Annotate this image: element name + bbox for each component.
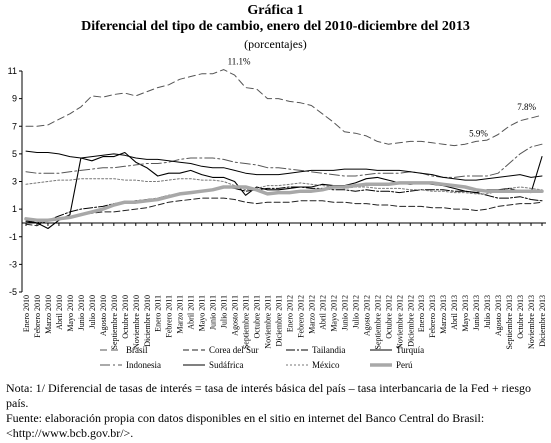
y-tick-label: 5 bbox=[12, 149, 17, 159]
x-tick-label: Enero 2013 bbox=[417, 295, 426, 332]
x-tick-label: Mayo 2011 bbox=[198, 295, 207, 331]
x-tick-label: Septiembre 2012 bbox=[373, 295, 382, 349]
x-tick-label: Junio 2012 bbox=[340, 295, 349, 330]
x-tick-label: Diciembre 2011 bbox=[275, 295, 284, 346]
legend-item: Tailandia bbox=[286, 345, 345, 355]
x-tick-label: Septiembre 2011 bbox=[242, 295, 251, 349]
x-tick-label: Diciembre 2012 bbox=[406, 295, 415, 347]
y-tick-label: -5 bbox=[9, 287, 17, 297]
x-tick-label: Agosto 2012 bbox=[362, 295, 371, 336]
legend-item: Corea del Sur bbox=[183, 345, 259, 355]
legend-item: Indonesia bbox=[100, 360, 161, 370]
x-tick-label: Octubre 2012 bbox=[384, 295, 393, 339]
x-tick-label: Noviembre 2013 bbox=[527, 295, 536, 349]
x-tick-label: Junio 2013 bbox=[472, 295, 481, 330]
x-tick-label: Enero 2011 bbox=[154, 295, 163, 332]
x-tick-label: Agosto 2010 bbox=[99, 295, 108, 336]
x-tick-label: Marzo 2011 bbox=[176, 295, 185, 334]
x-tick-label: Julio 2011 bbox=[220, 295, 229, 328]
source-text: Fuente: elaboración propia con datos dis… bbox=[6, 411, 485, 440]
series-line bbox=[25, 197, 543, 227]
chart-figure-label: Gráfica 1 bbox=[247, 3, 304, 18]
x-tick-label: Julio 2012 bbox=[351, 295, 360, 329]
series-line bbox=[24, 181, 544, 222]
legend-label: Perú bbox=[396, 360, 413, 370]
x-tick-label: Abril 2010 bbox=[55, 295, 64, 330]
x-tick-label: Julio 2010 bbox=[88, 295, 97, 329]
legend-item: Sudáfrica bbox=[183, 360, 243, 370]
x-tick-label: Mayo 2010 bbox=[66, 295, 75, 332]
x-tick-label: Febrero 2010 bbox=[33, 295, 42, 338]
x-tick-label: Octubre 2011 bbox=[253, 295, 262, 338]
legend-label: Sudáfrica bbox=[209, 360, 243, 370]
x-tick-label: Febrero 2013 bbox=[428, 295, 437, 338]
x-tick-label: Agosto 2013 bbox=[494, 295, 503, 336]
legend-item: Turquía bbox=[370, 345, 424, 355]
series-line bbox=[25, 69, 543, 147]
x-tick-label: Mayo 2013 bbox=[461, 295, 470, 332]
x-tick-label: Julio 2013 bbox=[483, 295, 492, 329]
y-tick-label: 3 bbox=[12, 177, 17, 187]
y-tick-label: 11 bbox=[8, 66, 17, 76]
x-tick-label: Junio 2010 bbox=[77, 295, 86, 330]
legend-label: Brasil bbox=[126, 345, 148, 355]
x-tick-label: Noviembre 2011 bbox=[264, 295, 273, 349]
series-line bbox=[25, 143, 543, 178]
x-tick-label: Junio 2011 bbox=[209, 295, 218, 330]
legend-label: Tailandia bbox=[312, 345, 345, 355]
x-tick-label: Abril 2012 bbox=[318, 295, 327, 330]
notes: Nota: 1/ Diferencial de tasas de interés… bbox=[6, 381, 546, 441]
x-tick-label: Diciembre 2013 bbox=[538, 295, 547, 347]
x-tick-label: Mayo 2012 bbox=[329, 295, 338, 332]
legend-label: México bbox=[312, 360, 340, 370]
legend-label: Indonesia bbox=[126, 360, 161, 370]
chart-subtitle: (porcentajes) bbox=[244, 37, 307, 51]
chart-title: Diferencial del tipo de cambio, enero de… bbox=[81, 19, 470, 34]
y-tick-label: -3 bbox=[9, 259, 17, 269]
x-tick-label: Septiembre 2010 bbox=[110, 295, 119, 349]
x-tick-label: Marzo 2012 bbox=[307, 295, 316, 334]
legend-item: Brasil bbox=[100, 345, 148, 355]
x-tick-label: Abril 2011 bbox=[187, 295, 196, 330]
note-text: Nota: 1/ Diferencial de tasas de interés… bbox=[6, 381, 531, 410]
x-tick-label: Octubre 2010 bbox=[121, 295, 130, 339]
y-tick-label: 7 bbox=[12, 121, 17, 131]
data-label: 11.1% bbox=[228, 57, 251, 67]
y-tick-label: -1 bbox=[9, 232, 17, 242]
legend-label: Corea del Sur bbox=[209, 345, 259, 355]
x-tick-label: Enero 2010 bbox=[22, 295, 31, 332]
x-tick-label: Diciembre 2010 bbox=[143, 295, 152, 347]
x-tick-label: Marzo 2013 bbox=[439, 295, 448, 334]
x-tick-label: Octubre 2013 bbox=[516, 295, 525, 339]
y-tick-label: 1 bbox=[12, 204, 17, 214]
legend-item: México bbox=[286, 360, 340, 370]
series-line bbox=[25, 150, 543, 181]
x-tick-label: Agosto 2011 bbox=[231, 295, 240, 336]
x-tick-label: Noviembre 2012 bbox=[395, 295, 404, 349]
series-line bbox=[25, 151, 543, 230]
legend-label: Turquía bbox=[396, 345, 424, 355]
series-line bbox=[25, 186, 543, 224]
y-tick-label: 9 bbox=[12, 94, 17, 104]
x-tick-label: Noviembre 2010 bbox=[132, 295, 141, 349]
x-tick-label: Enero 2012 bbox=[285, 295, 294, 332]
data-label: 5.9% bbox=[469, 128, 488, 138]
x-tick-label: Febrero 2011 bbox=[165, 295, 174, 338]
x-tick-label: Septiembre 2013 bbox=[505, 295, 514, 349]
x-tick-label: Marzo 2010 bbox=[44, 295, 53, 334]
x-tick-label: Abril 2013 bbox=[450, 295, 459, 330]
legend-item: Perú bbox=[370, 360, 413, 370]
series-line bbox=[25, 178, 543, 195]
x-tick-label: Febrero 2012 bbox=[296, 295, 305, 338]
data-label: 7.8% bbox=[517, 102, 536, 112]
